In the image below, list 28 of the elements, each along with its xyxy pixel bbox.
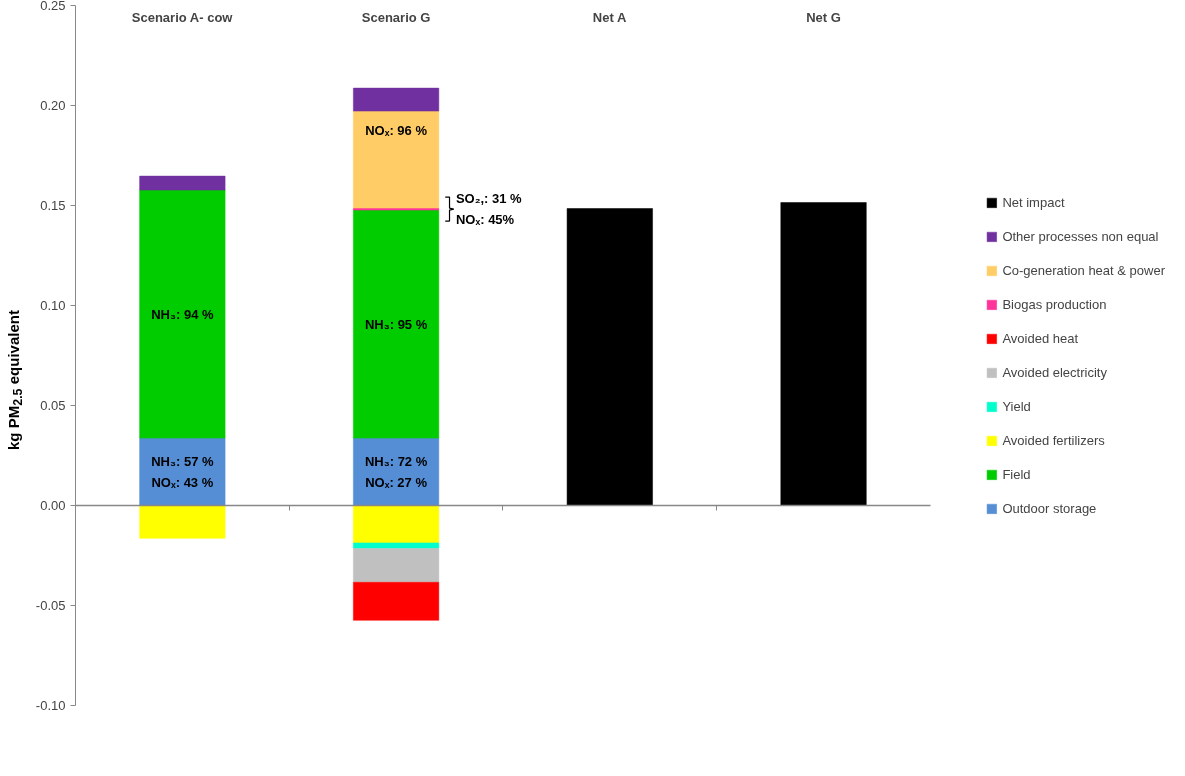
y-tick-label: 0.20: [40, 98, 66, 113]
y-tick-label: -0.10: [35, 698, 66, 713]
legend-label: Avoided fertilizers: [1002, 432, 1105, 448]
x-tick-label: Scenario G: [361, 9, 431, 25]
legend-label: Yield: [1002, 398, 1031, 414]
annotation: NH₃: 72 % NOₓ: 27 %: [364, 453, 428, 490]
legend-label: Co-generation heat & power: [1002, 262, 1165, 278]
annotation: SO₂,: 31 % NOₓ: 45%: [455, 191, 523, 228]
x-tick-label: Net A: [592, 9, 627, 25]
y-tick-label: 0.15: [40, 198, 66, 213]
x-tick-label: Net G: [806, 9, 841, 25]
annotation: NH₃: 94 %: [151, 306, 214, 322]
y-tick-label: 0.05: [40, 398, 66, 413]
y-tick-label: -0.05: [35, 598, 66, 613]
legend-label: Avoided electricity: [1002, 364, 1107, 380]
y-tick-label: 0.10: [40, 298, 66, 313]
legend-label: Field: [1002, 466, 1031, 482]
legend-label: Avoided heat: [1002, 330, 1079, 346]
legend-label: Other processes non equal: [1002, 228, 1159, 244]
annotation: NH₃: 57 % NOₓ: 43 %: [151, 453, 214, 490]
legend-label: Net impact: [1002, 194, 1065, 210]
annotation: NH₃: 95 %: [364, 316, 428, 332]
legend-label: Biogas production: [1002, 296, 1107, 312]
y-tick-label: 0.25: [40, 0, 66, 13]
legend-label: Outdoor storage: [1002, 500, 1097, 516]
annotation: NOₓ: 96 %: [365, 123, 428, 138]
y-tick-label: 0.00: [40, 498, 66, 513]
x-tick-label: Scenario A- cow: [131, 9, 234, 25]
